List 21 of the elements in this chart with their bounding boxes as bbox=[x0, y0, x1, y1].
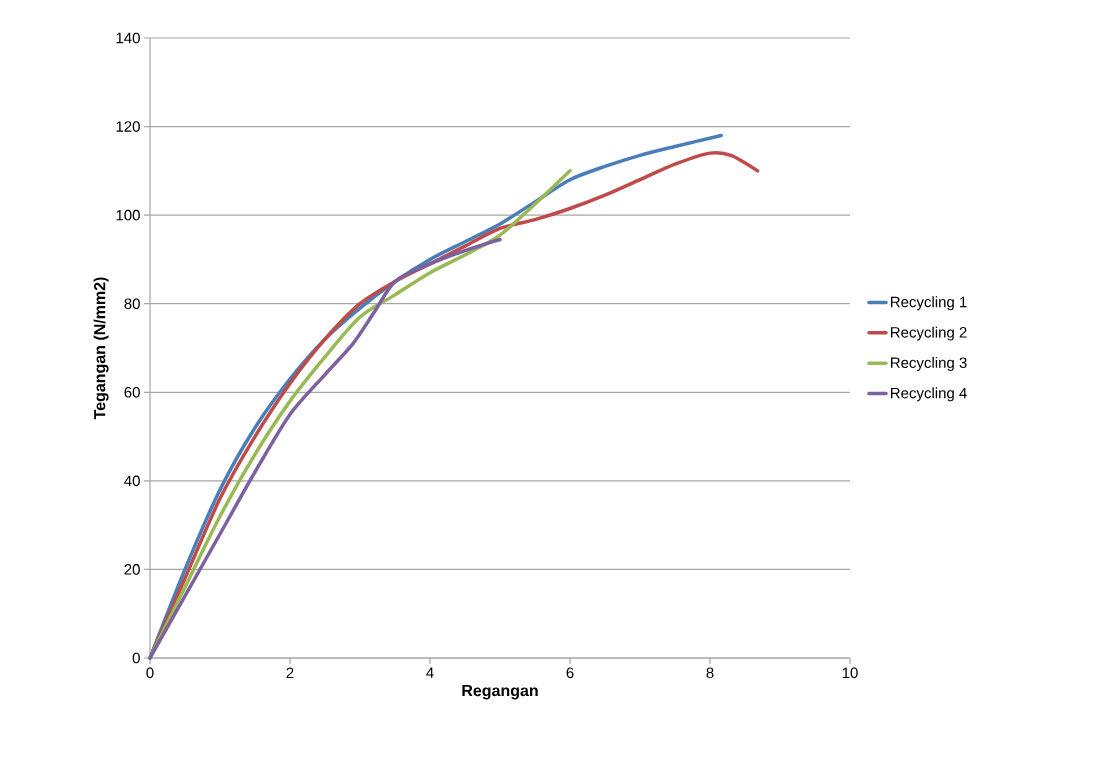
x-tick-label: 0 bbox=[146, 667, 154, 679]
x-axis-title: Regangan bbox=[462, 685, 538, 700]
legend-label: Recycling 4 bbox=[891, 387, 967, 402]
y-tick-label: 120 bbox=[116, 121, 140, 132]
legend-label: Recycling 1 bbox=[891, 296, 967, 311]
x-tick-label: 4 bbox=[426, 667, 434, 678]
x-tick-label: 8 bbox=[706, 667, 714, 679]
legend-label: Recycling 3 bbox=[891, 357, 967, 371]
x-tick-label: 2 bbox=[286, 667, 294, 679]
y-tick-label: 80 bbox=[124, 298, 140, 310]
y-axis-title: Tegangan (N/mm2) bbox=[93, 277, 109, 420]
x-tick-label: 6 bbox=[566, 667, 574, 679]
line-series bbox=[148, 237, 502, 660]
legend-label: Recycling 2 bbox=[891, 326, 967, 341]
x-tick-label: 10 bbox=[842, 667, 858, 679]
y-tick-label: 20 bbox=[124, 564, 140, 575]
y-tick-label: 140 bbox=[116, 32, 140, 44]
y-tick-label: 100 bbox=[116, 209, 140, 221]
y-tick-label: 40 bbox=[124, 475, 140, 487]
y-tick-label: 0 bbox=[132, 652, 140, 664]
y-tick-label: 60 bbox=[124, 386, 140, 398]
